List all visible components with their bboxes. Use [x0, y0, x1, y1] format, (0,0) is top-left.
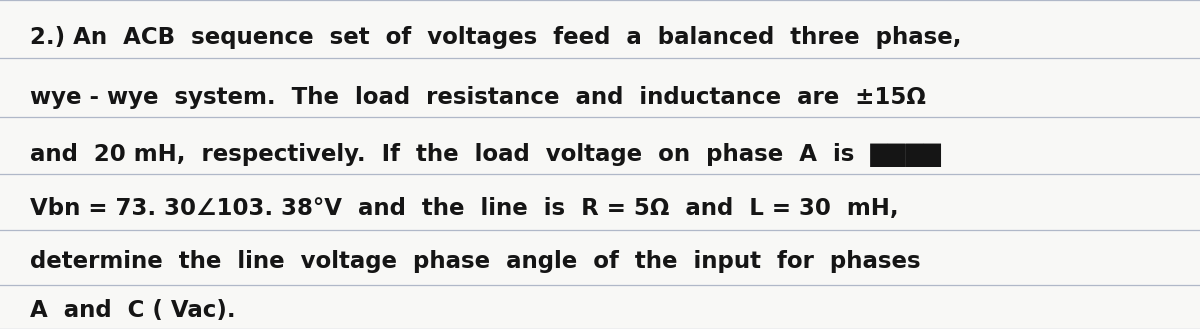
Text: determine  the  line  voltage  phase  angle  of  the  input  for  phases: determine the line voltage phase angle o… [30, 250, 920, 273]
Text: and  20 mH,  respectively.  If  the  load  voltage  on  phase  A  is  ████: and 20 mH, respectively. If the load vol… [30, 143, 941, 166]
Text: A  and  C ( Vac).: A and C ( Vac). [30, 299, 235, 322]
Text: 2.) An  ACB  sequence  set  of  voltages  feed  a  balanced  three  phase,: 2.) An ACB sequence set of voltages feed… [30, 26, 961, 49]
Text: wye - wye  system.  The  load  resistance  and  inductance  are  ±15Ω: wye - wye system. The load resistance an… [30, 86, 926, 109]
Text: Vbn = 73. 30∠103. 38°V  and  the  line  is  R = 5Ω  and  L = 30  mH,: Vbn = 73. 30∠103. 38°V and the line is R… [30, 197, 899, 220]
